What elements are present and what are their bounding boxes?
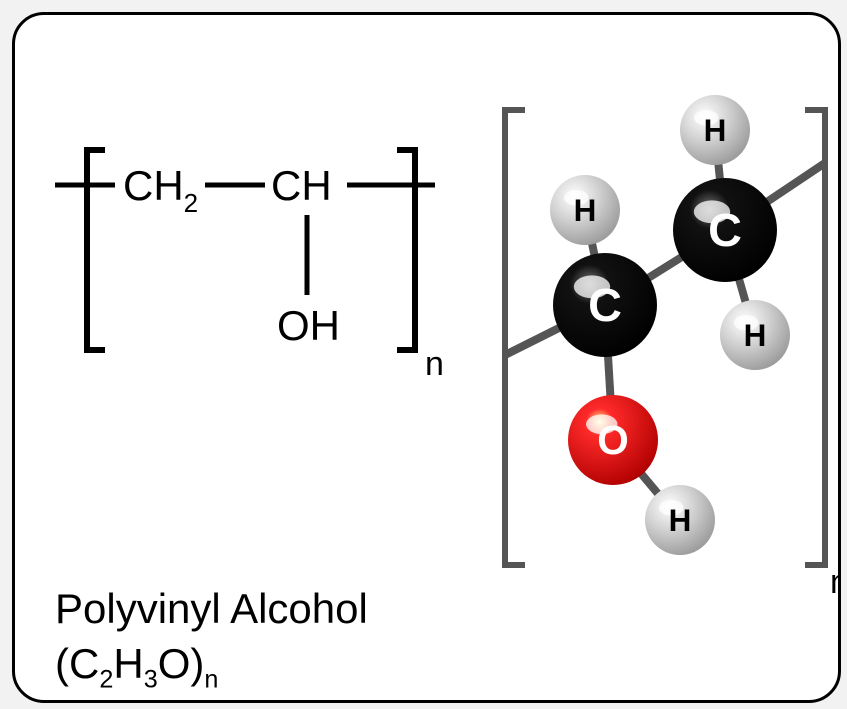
compound-name: Polyvinyl Alcohol [55,585,368,633]
atom-label: C [708,204,742,256]
atoms-group: H H H H O C C [550,95,790,555]
molecular-formula: (C2H3O)n [55,640,218,694]
model-repeat-n: n [830,563,838,601]
atom-label: O [597,417,629,463]
atom-label: C [588,279,622,331]
atom-label: H [744,317,767,353]
diagram-frame: CH2 CH OH n n HHHHOCC Polyvinyl Alcohol … [12,12,841,703]
atom-label: H [574,192,597,228]
atom-label: H [704,112,727,148]
atom-label: H [669,502,692,538]
